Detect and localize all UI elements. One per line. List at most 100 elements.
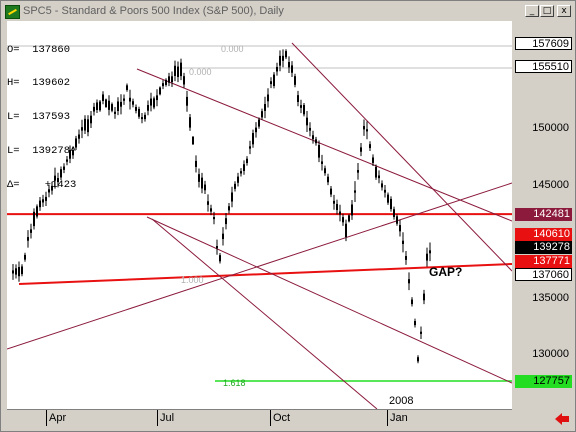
- title-bar[interactable]: SPC5 - Standard & Poors 500 Index (S&P 5…: [3, 3, 573, 20]
- candle-body: [348, 215, 350, 222]
- candle-body: [351, 204, 353, 216]
- time-axis[interactable]: Apr Jul Oct Jan: [7, 409, 512, 430]
- price-box-last: 139278: [515, 241, 572, 254]
- candle-body: [309, 127, 311, 131]
- candle-body: [231, 192, 233, 202]
- candle-body: [21, 266, 23, 275]
- candle-body: [162, 83, 164, 87]
- candle-body: [408, 279, 410, 284]
- candle-body: [147, 105, 149, 111]
- candle-body: [315, 139, 317, 144]
- candle-body: [99, 101, 101, 111]
- candle-body: [270, 81, 272, 85]
- price-box-127757: 127757: [515, 375, 572, 388]
- channel-lower-line: [146, 216, 512, 384]
- channel-bottom-line: [151, 218, 378, 409]
- candle-body: [228, 206, 230, 211]
- candle-body: [252, 133, 254, 145]
- trendlines: [7, 42, 512, 409]
- candle-body: [291, 65, 293, 73]
- candle-body: [414, 320, 416, 326]
- candle-body: [18, 267, 20, 277]
- candle-body: [36, 206, 38, 217]
- candle-body: [240, 171, 242, 174]
- candle-body: [201, 177, 203, 189]
- candle-body: [72, 149, 74, 156]
- candle-body: [180, 62, 182, 77]
- minimize-button[interactable]: _: [525, 5, 539, 17]
- candle-body: [60, 169, 62, 178]
- candle-body: [384, 189, 386, 193]
- candle-body: [138, 108, 140, 117]
- candle-body: [63, 166, 65, 170]
- close-button[interactable]: x: [557, 5, 571, 17]
- candle-body: [177, 66, 179, 77]
- x-tick: [387, 410, 388, 426]
- fib-label-0-mid: 0.000: [189, 67, 212, 77]
- x-tick: [46, 410, 47, 426]
- candle-body: [75, 138, 77, 148]
- candle-body: [243, 164, 245, 171]
- price-box-137771: 137771: [515, 255, 572, 268]
- candle-body: [90, 115, 92, 124]
- candle-body: [417, 357, 419, 362]
- change-value: Δ= +1423: [7, 179, 77, 192]
- candle-body: [207, 201, 209, 205]
- maximize-button[interactable]: □: [540, 5, 554, 17]
- fib-label-0-top: 0.000: [221, 44, 244, 54]
- candle-body: [285, 51, 287, 58]
- candle-body: [24, 254, 26, 260]
- candle-body: [396, 216, 398, 224]
- candle-body: [33, 211, 35, 227]
- price-box-140610: 140610: [515, 228, 572, 241]
- candle-body: [192, 136, 194, 145]
- candle-body: [165, 79, 167, 85]
- candle-body: [393, 209, 395, 217]
- price-axis[interactable]: 150000 145000 135000 130000 157609 15551…: [512, 21, 573, 409]
- scroll-left-arrow-icon[interactable]: [554, 412, 570, 426]
- candle-body: [15, 268, 17, 275]
- y-tick-label: 130000: [532, 348, 569, 360]
- window-title: SPC5 - Standard & Poors 500 Index (S&P 5…: [23, 5, 284, 17]
- candle-body: [126, 85, 128, 90]
- price-chart-area[interactable]: [7, 21, 512, 409]
- candle-body: [105, 99, 107, 107]
- candle-body: [222, 233, 224, 240]
- candle-body: [279, 55, 281, 66]
- candle-body: [294, 76, 296, 85]
- candle-body: [51, 185, 53, 191]
- candle-body: [318, 145, 320, 158]
- candle-body: [324, 168, 326, 174]
- candle-body: [69, 149, 71, 159]
- candle-body: [150, 98, 152, 106]
- candle-body: [390, 198, 392, 210]
- candle-body: [411, 299, 413, 305]
- candle-body: [123, 98, 125, 101]
- x-label-jul: Jul: [160, 412, 175, 424]
- candle-body: [93, 106, 95, 112]
- candle-body: [81, 127, 83, 131]
- candle-body: [402, 240, 404, 244]
- year-label: 2008: [389, 395, 414, 407]
- candle-body: [219, 255, 221, 262]
- candle-body: [204, 184, 206, 191]
- candle-body: [306, 117, 308, 126]
- low-value: L= 137593: [7, 111, 71, 124]
- candle-body: [66, 159, 68, 162]
- candle-body: [111, 104, 113, 111]
- candle-body: [108, 100, 110, 110]
- candle-body: [369, 144, 371, 149]
- fib-label-1: 1.000: [181, 275, 204, 285]
- candle-body: [249, 146, 251, 149]
- candle-body: [330, 188, 332, 195]
- candle-body: [156, 95, 158, 101]
- candle-body: [57, 178, 59, 183]
- candle-body: [30, 229, 32, 233]
- candle-body: [342, 217, 344, 223]
- candle-body: [198, 174, 200, 182]
- candle-body: [12, 270, 14, 274]
- channel-top-line: [291, 42, 512, 272]
- candle-body: [87, 119, 89, 133]
- candle-body: [405, 256, 407, 260]
- candle-body: [255, 127, 257, 133]
